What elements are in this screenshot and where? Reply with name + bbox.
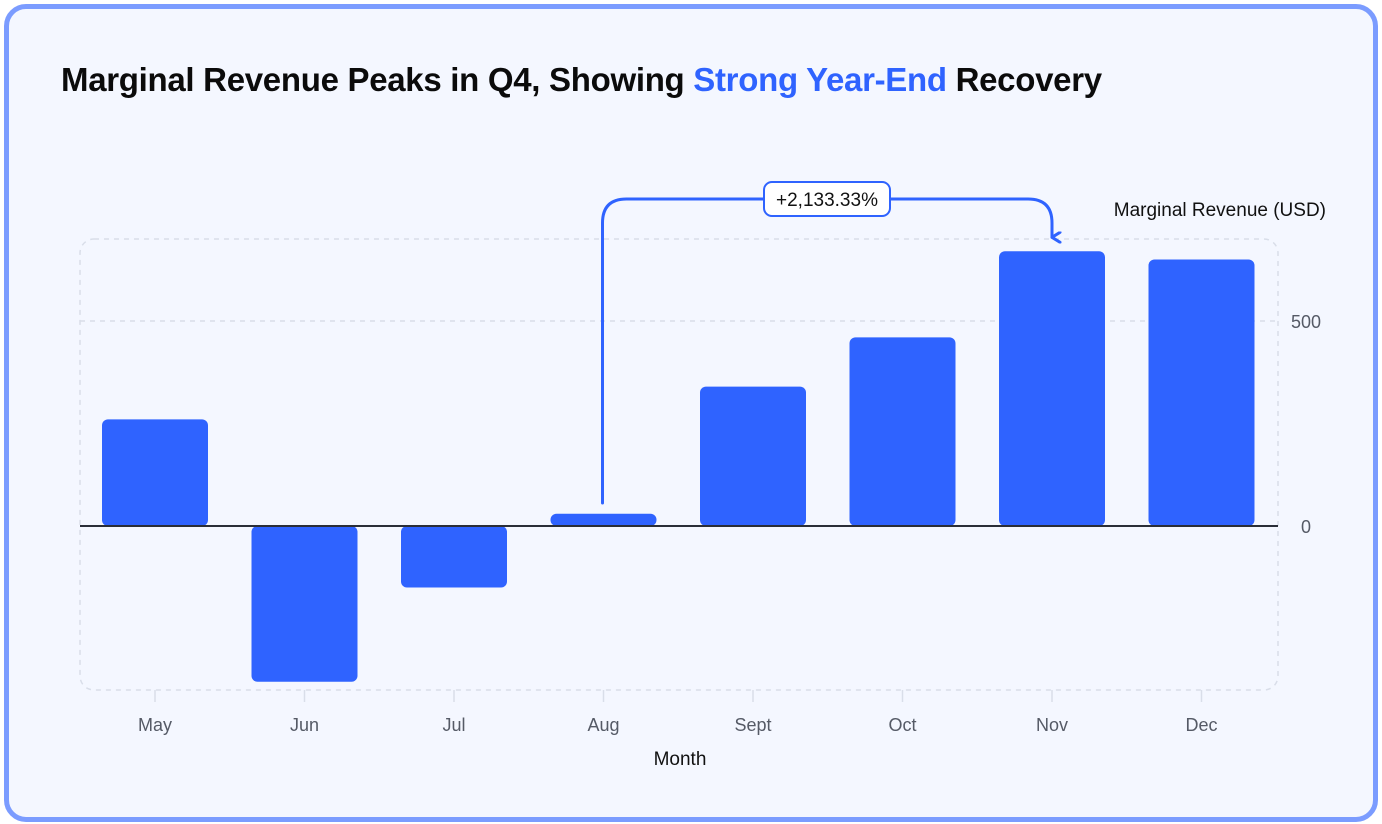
y-tick-500: 500 (1291, 312, 1321, 332)
x-tick-aug: Aug (587, 715, 619, 735)
chart-title: Marginal Revenue Peaks in Q4, Showing St… (61, 61, 1102, 99)
bar-jul (401, 526, 507, 588)
bar-oct (849, 337, 956, 526)
bar-dec (1148, 259, 1255, 526)
plot-area (79, 238, 1279, 691)
x-tick-sept: Sept (734, 715, 771, 735)
growth-annotation: +2,133.33% (601, 181, 1053, 505)
x-tick-jul: Jul (442, 715, 465, 735)
title-highlight: Strong Year-End (693, 61, 947, 98)
x-axis-title: Month (654, 749, 707, 770)
annotation-label: +2,133.33% (776, 190, 878, 211)
bar-aug (550, 513, 657, 526)
x-tick-jun: Jun (290, 715, 319, 735)
x-tick-oct: Oct (888, 715, 916, 735)
title-part-1: Marginal Revenue Peaks in Q4, Showing (61, 61, 694, 98)
x-tick-dec: Dec (1185, 715, 1217, 735)
annotation-badge (763, 181, 891, 217)
bar-sept (700, 386, 806, 526)
y-tick-labels: 0 500 (1291, 312, 1321, 537)
bar-nov (999, 251, 1105, 527)
title-part-2: Recovery (946, 61, 1103, 98)
y-tick-0: 0 (1301, 517, 1311, 537)
y-axis-title: Marginal Revenue (USD) (1114, 200, 1326, 221)
x-tick-nov: Nov (1036, 715, 1068, 735)
bars (102, 251, 1255, 682)
bar-may (102, 419, 208, 526)
x-tick-may: May (138, 715, 172, 735)
bar-jun (251, 526, 358, 682)
x-tick-labels: May Jun Jul Aug Sept Oct Nov Dec (138, 690, 1218, 735)
annotation-arrow (601, 197, 1053, 505)
